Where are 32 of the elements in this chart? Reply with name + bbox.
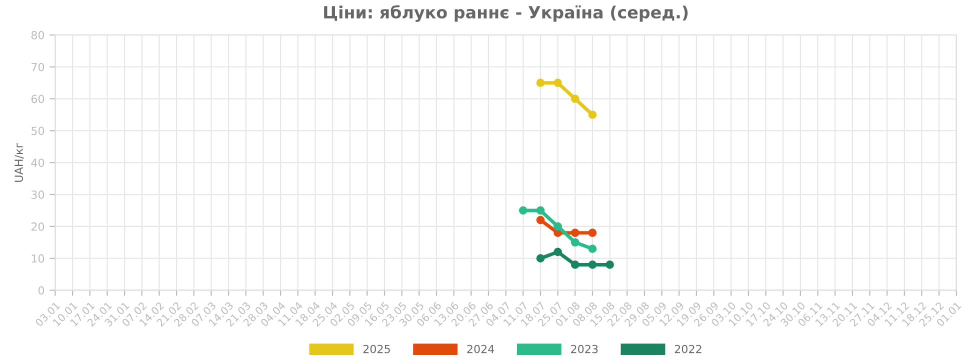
point	[570, 94, 580, 103]
point	[536, 206, 545, 215]
legend-label: 2023	[571, 344, 598, 354]
point	[570, 260, 580, 269]
legend-label: 2025	[363, 344, 390, 354]
point	[536, 216, 545, 224]
y-tick-label: 40	[31, 158, 44, 167]
point	[554, 248, 562, 256]
point	[588, 228, 597, 237]
y-tick-label: 10	[32, 254, 44, 263]
point	[570, 228, 580, 237]
y-axis-title: UAH/кг	[14, 142, 24, 182]
point	[570, 238, 580, 247]
legend-label: 2022	[674, 344, 702, 354]
legend-label: 2024	[467, 344, 494, 354]
point	[588, 110, 597, 119]
point	[606, 260, 614, 269]
point	[588, 260, 597, 269]
point	[588, 244, 597, 253]
point	[536, 78, 545, 88]
point	[536, 254, 545, 262]
point	[518, 206, 528, 215]
y-tick-label: 60	[31, 94, 44, 104]
y-tick-label: 20	[31, 222, 44, 231]
y-tick-label: 70	[32, 62, 44, 72]
y-tick-label: 80	[31, 30, 44, 40]
y-tick-label: 50	[32, 126, 44, 136]
y-tick-label: 0	[38, 286, 44, 295]
y-tick-label: 30	[32, 190, 44, 199]
chart-title: Ціни: яблуко раннє - Україна (серед.)	[324, 5, 688, 22]
point	[554, 78, 562, 88]
point	[554, 222, 562, 231]
